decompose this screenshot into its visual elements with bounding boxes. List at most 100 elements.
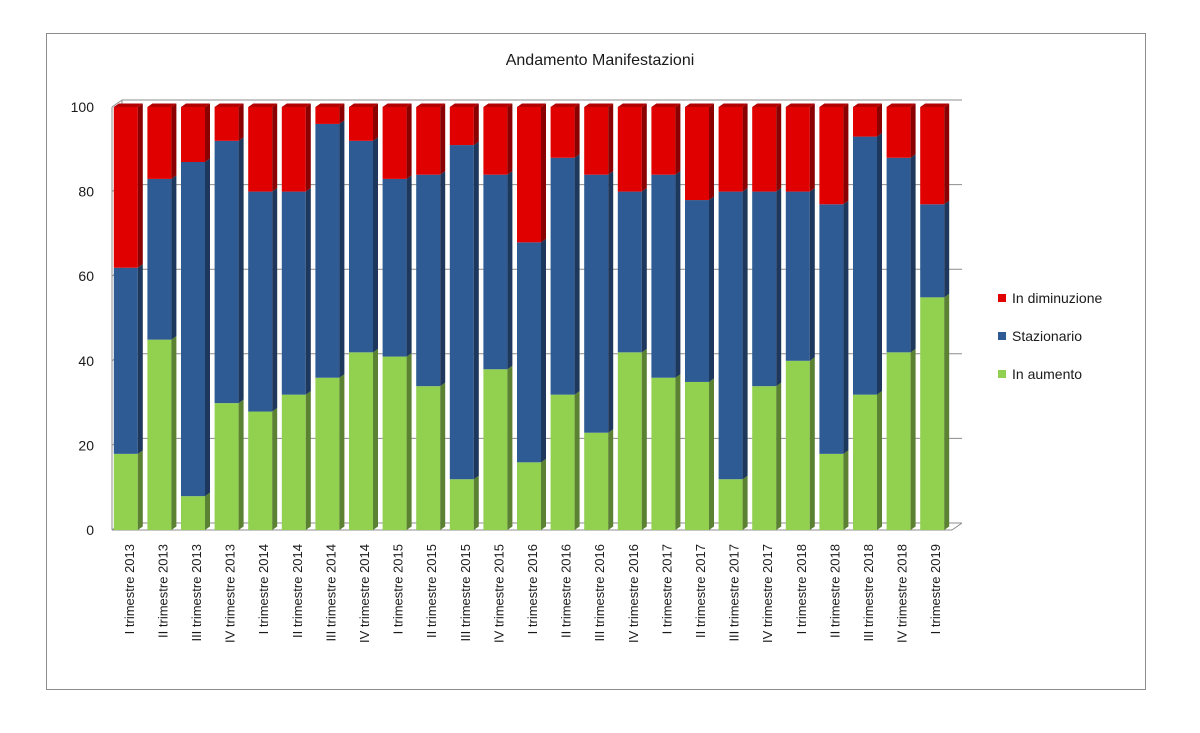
bar-in-aumento [382, 356, 407, 530]
bar-side [877, 103, 882, 137]
bar-in-diminuzione [449, 107, 474, 146]
bar-top [382, 103, 412, 107]
bar-side [776, 103, 782, 192]
x-tick-label: I trimestre 2016 [525, 544, 540, 634]
bar-top [651, 103, 681, 107]
bar-in-diminuzione [853, 107, 877, 137]
bar-in-aumento [785, 360, 810, 530]
bar-top [248, 103, 278, 107]
bar-top [214, 103, 244, 107]
bar-top [584, 103, 614, 107]
bar-side [440, 103, 446, 175]
chart-title: Andamento Manifestazioni [505, 52, 695, 69]
bar-stazionario [584, 174, 609, 433]
bar-side [305, 391, 311, 530]
x-tick-label: IV trimestre 2014 [357, 544, 372, 643]
bar-side [440, 382, 446, 530]
bar-in-diminuzione [181, 107, 205, 162]
bar-side [473, 475, 479, 530]
bar-in-diminuzione [113, 107, 138, 268]
bar-in-diminuzione [920, 107, 945, 205]
x-tick-label: II trimestre 2018 [827, 544, 842, 638]
bar-side [709, 103, 714, 201]
bar-stazionario [449, 145, 474, 480]
bar-stazionario [382, 178, 407, 357]
bar-in-aumento [920, 297, 945, 530]
bar-side [809, 188, 815, 361]
legend-label-in-aumento: In aumento [1012, 365, 1083, 382]
bar-in-diminuzione [685, 107, 709, 201]
bar-side [272, 408, 278, 530]
bar-side [641, 348, 647, 530]
bar-stazionario [617, 191, 642, 353]
bar-top [416, 103, 446, 107]
bar-in-diminuzione [382, 107, 407, 179]
bar-side [809, 103, 815, 192]
legend-label-stazionario: Stazionario [1012, 327, 1083, 344]
bar-stazionario [853, 136, 877, 395]
x-tick-label: IV trimestre 2016 [626, 544, 641, 643]
bar-stazionario [416, 174, 441, 387]
bar-side [238, 137, 244, 404]
bar-in-aumento [315, 377, 340, 530]
bar-in-diminuzione [651, 107, 676, 175]
bar-side [305, 103, 311, 192]
bar-side [574, 391, 580, 530]
bar-side [339, 103, 345, 124]
legend-swatch-in-diminuzione [998, 293, 1006, 302]
bar-in-diminuzione [718, 107, 743, 192]
bar-in-aumento [483, 369, 508, 530]
bar-side [776, 188, 782, 387]
bar-side [843, 200, 849, 454]
bar-in-aumento [349, 352, 373, 530]
bar-top [550, 103, 580, 107]
bar-top [517, 103, 546, 107]
bar-top [483, 103, 513, 107]
x-tick-label: II trimestre 2015 [424, 544, 439, 638]
bar-side [675, 374, 681, 530]
bar-side [373, 137, 378, 353]
y-tick-label: 100 [71, 99, 95, 115]
bar-in-aumento [550, 394, 575, 530]
bar-in-diminuzione [785, 107, 810, 192]
bar-side [171, 103, 177, 179]
bar-side [238, 103, 244, 141]
bar-side [440, 171, 446, 387]
bar-top [685, 103, 714, 107]
bar-stazionario [113, 267, 138, 454]
bar-in-aumento [651, 377, 676, 530]
bar-side [574, 103, 580, 158]
y-tick-label: 40 [78, 353, 94, 369]
bar-stazionario [651, 174, 676, 378]
x-tick-label: IV trimestre 2018 [895, 544, 910, 643]
bar-in-aumento [517, 462, 541, 530]
bar-stazionario [483, 174, 508, 370]
bar-side [608, 171, 614, 433]
bar-stazionario [147, 178, 172, 340]
y-tick-label: 0 [86, 522, 94, 538]
bar-in-diminuzione [281, 107, 306, 192]
bar-in-aumento [886, 352, 911, 530]
x-tick-label: I trimestre 2018 [794, 544, 809, 634]
x-tick-label: III trimestre 2014 [323, 544, 338, 642]
bar-side [373, 348, 378, 530]
x-tick-label: III trimestre 2018 [861, 544, 876, 642]
bar-in-diminuzione [315, 107, 340, 124]
bar-top [752, 103, 782, 107]
bar-side [406, 103, 412, 179]
bar-side [541, 103, 546, 243]
legend-item-in-diminuzione: In diminuzione [998, 288, 1102, 307]
bar-side [910, 154, 916, 353]
bar-side [406, 353, 412, 530]
legend-swatch-in-aumento [998, 369, 1006, 378]
bar-top [281, 103, 311, 107]
bar-in-diminuzione [416, 107, 441, 175]
bar-stazionario [785, 191, 810, 361]
bar-side [507, 171, 513, 370]
bar-top [449, 103, 479, 107]
bar-side [776, 382, 782, 530]
bar-stazionario [517, 242, 541, 463]
bar-side [910, 103, 916, 158]
bar-top [315, 103, 345, 107]
bar-in-diminuzione [752, 107, 777, 192]
